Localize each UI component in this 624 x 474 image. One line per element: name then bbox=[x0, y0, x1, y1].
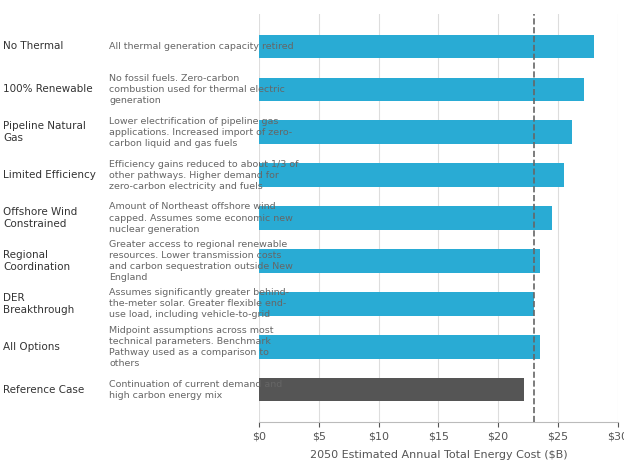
Text: All thermal generation capacity retired: All thermal generation capacity retired bbox=[109, 42, 294, 51]
Bar bbox=[259, 120, 572, 144]
Text: Offshore Wind
Constrained: Offshore Wind Constrained bbox=[3, 207, 77, 229]
Text: Lower electrification of pipeline gas
applications. Increased import of zero-
ca: Lower electrification of pipeline gas ap… bbox=[109, 117, 292, 148]
Text: All Options: All Options bbox=[3, 342, 60, 352]
Text: 100% Renewable: 100% Renewable bbox=[3, 84, 93, 94]
Bar bbox=[259, 35, 594, 58]
Bar bbox=[259, 78, 584, 101]
Bar bbox=[259, 292, 534, 316]
Bar bbox=[259, 335, 540, 358]
Text: Reference Case: Reference Case bbox=[3, 385, 84, 395]
Text: Continuation of current demand and
high carbon energy mix: Continuation of current demand and high … bbox=[109, 380, 283, 400]
Text: Limited Efficiency: Limited Efficiency bbox=[3, 170, 96, 180]
Text: No fossil fuels. Zero-carbon
combustion used for thermal electric
generation: No fossil fuels. Zero-carbon combustion … bbox=[109, 74, 285, 105]
X-axis label: 2050 Estimated Annual Total Energy Cost ($B): 2050 Estimated Annual Total Energy Cost … bbox=[310, 450, 567, 460]
Text: Efficiency gains reduced to about 1/3 of
other pathways. Higher demand for
zero-: Efficiency gains reduced to about 1/3 of… bbox=[109, 160, 299, 191]
Text: Regional
Coordination: Regional Coordination bbox=[3, 250, 71, 272]
Text: Pipeline Natural
Gas: Pipeline Natural Gas bbox=[3, 121, 86, 144]
Bar bbox=[259, 206, 552, 230]
Bar bbox=[259, 164, 564, 187]
Text: Assumes significantly greater behind-
the-meter solar. Greater flexible end-
use: Assumes significantly greater behind- th… bbox=[109, 288, 289, 319]
Text: Greater access to regional renewable
resources. Lower transmission costs
and car: Greater access to regional renewable res… bbox=[109, 240, 293, 282]
Bar bbox=[259, 378, 524, 401]
Text: No Thermal: No Thermal bbox=[3, 41, 64, 51]
Text: DER
Breakthrough: DER Breakthrough bbox=[3, 292, 74, 315]
Text: Amount of Northeast offshore wind
capped. Assumes some economic new
nuclear gene: Amount of Northeast offshore wind capped… bbox=[109, 202, 293, 234]
Bar bbox=[259, 249, 540, 273]
Text: Midpoint assumptions across most
technical parameters. Benchmark
Pathway used as: Midpoint assumptions across most technic… bbox=[109, 326, 274, 368]
